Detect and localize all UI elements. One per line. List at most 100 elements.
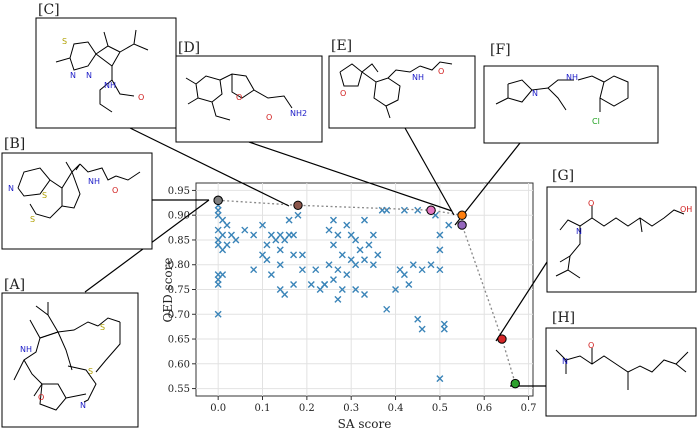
highlight-point xyxy=(213,195,223,206)
highlight-point xyxy=(497,334,507,344)
highlight-point xyxy=(426,205,436,215)
x-tick-label: 0.0 xyxy=(210,403,226,414)
scatter-point xyxy=(409,261,417,269)
scatter-point xyxy=(329,241,337,249)
atom-a-s1: S xyxy=(100,323,105,332)
scatter-point xyxy=(214,310,222,318)
atom-f-n: N xyxy=(532,89,538,98)
panel-h-frame xyxy=(545,327,697,417)
connector-d xyxy=(248,141,453,212)
molecule-d xyxy=(185,73,293,121)
atom-c-n1: N xyxy=(70,71,76,80)
scatter-point xyxy=(440,325,448,333)
atom-c-s: S xyxy=(62,37,67,46)
scatter-point xyxy=(343,221,351,229)
scatter-point xyxy=(365,241,373,249)
molecule-g xyxy=(555,206,685,279)
y-tick-label: 0.75 xyxy=(168,285,190,296)
panel-c-frame xyxy=(35,17,177,129)
molecule-f xyxy=(495,75,629,112)
scatter-point xyxy=(298,266,306,274)
atom-d-o2: O xyxy=(266,113,272,122)
scatter-point xyxy=(436,266,444,274)
atom-e-o1: O xyxy=(340,89,346,98)
scatter-chart: 0.55 0.60 0.65 0.70 0.75 0.80 0.85 0.90 0.95 0.0… xyxy=(161,182,537,431)
atom-b-s1: S xyxy=(42,191,47,200)
scatter-point xyxy=(325,261,333,269)
scatter-point xyxy=(436,246,444,254)
atom-f-nh: NH xyxy=(566,73,578,82)
atom-a-nh: NH xyxy=(20,345,32,354)
panel-e: [E] O NH O xyxy=(328,38,476,129)
scatter-point xyxy=(383,305,391,313)
grid-lines xyxy=(196,183,533,396)
y-axis-title: QED score xyxy=(161,258,175,323)
atom-d-nh2: NH2 xyxy=(290,109,307,118)
atom-a-s2: S xyxy=(88,367,93,376)
atom-a-n: N xyxy=(80,401,86,410)
panel-f-frame xyxy=(483,65,659,144)
molecule-c xyxy=(55,29,149,113)
y-tick-label: 0.95 xyxy=(168,186,190,197)
atom-c-n2: N xyxy=(86,71,92,80)
connector-e xyxy=(404,127,455,216)
connector-g xyxy=(495,261,548,342)
scatter-point xyxy=(445,221,453,229)
panel-e-frame xyxy=(328,55,476,129)
panel-c: [C] S N N NH O xyxy=(35,2,177,129)
panel-h-label: [H] xyxy=(552,310,575,326)
atom-b-s2: S xyxy=(30,215,35,224)
molecule-e xyxy=(339,61,453,119)
panel-d: [D] O O NH2 xyxy=(175,40,323,143)
scatter-point xyxy=(272,236,280,244)
scatter-point xyxy=(259,221,267,229)
scatter-point xyxy=(312,266,320,274)
scatter-point xyxy=(352,286,360,293)
scatter-point xyxy=(405,281,413,289)
panel-f: [F] N NH Cl xyxy=(483,42,659,144)
panel-g-frame xyxy=(546,186,697,293)
y-tick-label: 0.55 xyxy=(168,384,190,395)
scatter-point xyxy=(361,290,368,298)
scatter-point xyxy=(276,246,284,254)
scatter-point xyxy=(307,281,315,289)
scatter-point xyxy=(334,266,342,274)
x-tick-label: 0.3 xyxy=(343,403,359,414)
y-tick-label: 0.80 xyxy=(168,260,190,271)
x-tick-label: 0.7 xyxy=(521,403,537,414)
panel-g-label: [G] xyxy=(552,168,574,184)
atom-g-oh: OH xyxy=(680,205,692,214)
panel-a-frame xyxy=(1,292,139,428)
scatter-point xyxy=(250,231,258,239)
x-axis: 0.0 0.1 0.2 0.3 0.4 0.5 0.6 0.7 xyxy=(210,396,537,414)
molecule-b xyxy=(17,161,141,219)
scatter-point xyxy=(338,286,346,293)
atom-g-n: N xyxy=(576,227,582,236)
scatter-point xyxy=(298,251,306,259)
scatter-point xyxy=(436,231,444,239)
connector-f xyxy=(454,142,521,226)
atom-e-nh: NH xyxy=(412,73,424,82)
scatter-points xyxy=(214,201,453,383)
scatter-point xyxy=(290,281,298,289)
scatter-point xyxy=(223,221,231,229)
scatter-point xyxy=(241,226,249,234)
molecule-h xyxy=(555,348,689,390)
scatter-point xyxy=(232,236,240,244)
highlight-point xyxy=(510,378,520,389)
scatter-point xyxy=(369,261,377,269)
panel-h: [H] N O xyxy=(545,310,697,417)
atom-b-n: N xyxy=(8,184,14,193)
atom-c-nh: NH xyxy=(104,81,116,90)
scatter-point xyxy=(290,231,298,239)
scatter-point xyxy=(250,266,258,274)
scatter-point xyxy=(290,251,298,259)
scatter-point xyxy=(263,241,271,249)
highlight-point xyxy=(457,220,467,230)
scatter-point xyxy=(285,216,293,224)
x-tick-label: 0.2 xyxy=(299,403,315,414)
scatter-point xyxy=(294,211,302,219)
atom-a-o: O xyxy=(38,393,44,402)
scatter-point xyxy=(334,231,342,239)
